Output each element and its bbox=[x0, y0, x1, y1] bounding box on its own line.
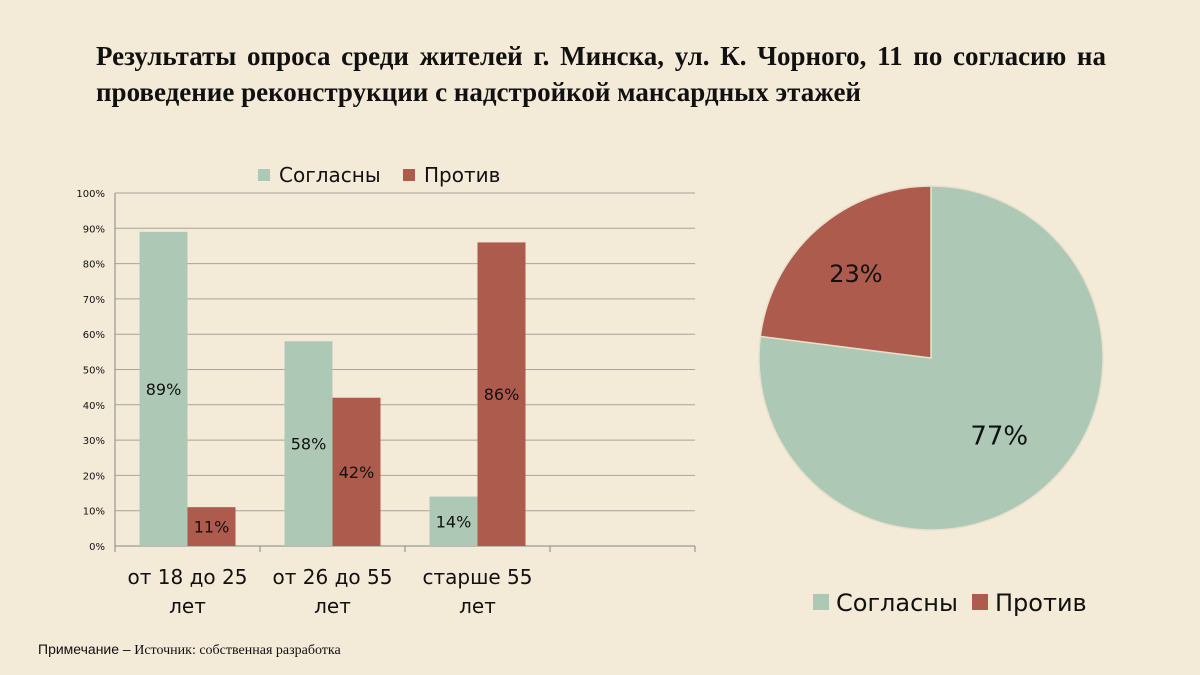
y-tick-label: 10% bbox=[83, 507, 105, 518]
bar-chart: Согласны Против 0% 10% 20% 30% 40% 50% 60% 70% 80%… bbox=[76, 163, 696, 618]
y-tick-label: 50% bbox=[83, 366, 105, 377]
data-label: 11% bbox=[194, 518, 230, 537]
legend-label: Против bbox=[424, 163, 500, 187]
data-label: 86% bbox=[484, 385, 520, 404]
bar bbox=[284, 341, 333, 546]
bar bbox=[187, 507, 236, 546]
page-title: Результаты опроса среди жителей г. Минск… bbox=[96, 41, 1106, 107]
pie-label: 77% bbox=[970, 421, 1028, 451]
bar bbox=[429, 496, 478, 546]
y-tick-label: 30% bbox=[83, 436, 105, 447]
y-tick-label: 70% bbox=[83, 295, 105, 306]
y-tick-label: 100% bbox=[76, 189, 105, 200]
data-label: 14% bbox=[436, 512, 472, 531]
bar-legend: Согласны Против bbox=[258, 163, 500, 187]
data-label: 89% bbox=[146, 380, 182, 399]
data-label: 42% bbox=[339, 463, 375, 482]
legend-label: Согласны bbox=[836, 589, 958, 617]
x-tick-label: от 26 до 55 лет bbox=[273, 565, 393, 618]
pie-label: 23% bbox=[829, 260, 882, 288]
legend-label: Против bbox=[995, 589, 1087, 617]
legend-swatch bbox=[813, 594, 829, 610]
y-tick-label: 80% bbox=[83, 260, 105, 271]
data-label: 58% bbox=[291, 435, 327, 454]
legend-swatch bbox=[258, 169, 270, 181]
bar bbox=[477, 242, 526, 547]
pie-chart: 77% 23% Согласны Против bbox=[758, 185, 1104, 617]
note-label: Примечание – bbox=[38, 641, 131, 657]
source-note: Примечание – Источник: собственная разра… bbox=[38, 641, 341, 659]
y-tick-label: 0% bbox=[89, 542, 105, 553]
y-tick-label: 20% bbox=[83, 471, 105, 482]
legend-swatch bbox=[972, 594, 988, 610]
note-text: Источник: собственная разработка bbox=[130, 643, 341, 658]
y-tick-label: 40% bbox=[83, 401, 105, 412]
bar bbox=[332, 397, 381, 546]
pie-slice bbox=[759, 185, 932, 359]
bar bbox=[139, 231, 188, 546]
y-tick-label: 90% bbox=[83, 224, 105, 235]
legend-label: Согласны bbox=[279, 163, 381, 187]
pie-legend: Согласны Против bbox=[813, 589, 1087, 617]
legend-swatch bbox=[403, 169, 415, 181]
x-tick-label: старше 55 лет bbox=[422, 565, 532, 618]
y-tick-label: 60% bbox=[83, 330, 105, 341]
x-tick-label: от 18 до 25 лет bbox=[128, 565, 248, 618]
